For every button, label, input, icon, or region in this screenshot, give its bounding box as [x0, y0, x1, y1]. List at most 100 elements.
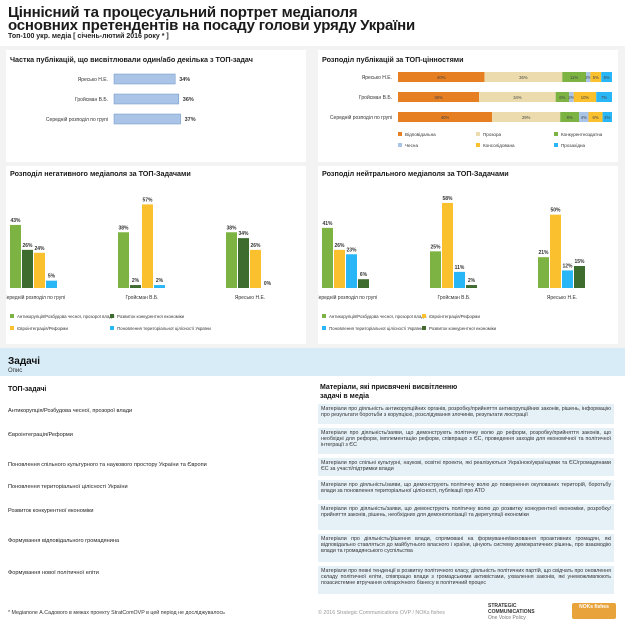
negative-bar: [34, 252, 45, 288]
values-segment-label: 2%: [585, 75, 591, 80]
negative-legend-label: Поновлення територіальної цілісності Укр…: [117, 326, 211, 331]
values-segment-label: 5%: [593, 75, 599, 80]
footer-note: * Медіаполе А.Садового в межах проекту S…: [8, 610, 225, 616]
values-legend-swatch: [398, 132, 402, 136]
neutral-value-label: 26%: [334, 243, 345, 249]
negative-category-label: Середній розподіл по групі: [6, 294, 65, 301]
footer-copyright: © 2016 Strategic Communications OVP / NO…: [318, 610, 445, 616]
negative-value-label: 26%: [250, 243, 261, 249]
tasks-title: Задачі: [8, 356, 41, 367]
share-value-label: 37%: [185, 117, 196, 123]
negative-value-label: 57%: [142, 197, 153, 203]
task-label: Формування нової політичної еліти: [8, 570, 99, 576]
negative-value-label: 26%: [22, 243, 33, 249]
stratcom-logo-text: STRATEGIC COMMUNICATIONS: [488, 603, 535, 615]
values-segment: [398, 92, 480, 102]
negative-value-label: 24%: [34, 246, 45, 252]
negative-value-label: 38%: [118, 225, 129, 231]
share-bar: [113, 93, 180, 105]
task-row: Антикорупція/Розбудова чесної, прозорої …: [0, 404, 625, 426]
neutral-value-label: 15%: [574, 259, 585, 265]
neutral-bar: [358, 279, 369, 288]
values-segment: [562, 72, 587, 82]
neutral-bar: [430, 251, 441, 288]
values-segment-label: 6%: [593, 115, 599, 120]
neutral-legend-label: Антикорупція/Розбудова чесної, прозорої …: [329, 314, 427, 319]
negative-value-label: 5%: [48, 274, 56, 280]
neutral-bar: [442, 202, 453, 288]
values-segment: [596, 92, 612, 102]
values-segment-label: 36%: [519, 75, 528, 80]
values-chart-title: Розподіл публікацій за ТОП-цінностями: [322, 55, 464, 64]
values-segment-label: 4%: [581, 115, 587, 120]
neutral-legend-label: Поновлення територіальної цілісності Укр…: [329, 326, 423, 331]
task-description: Матеріали про певні тенденції в розвитку…: [318, 566, 614, 594]
task-label: Розвиток конкурентної економіки: [8, 508, 94, 514]
share-panel: [6, 50, 306, 162]
values-legend-label: Консолідована: [483, 143, 515, 148]
values-segment: [573, 92, 597, 102]
neutral-value-label: 23%: [346, 247, 357, 253]
task-description: Матеріали про діяльність/рішення влади, …: [318, 534, 614, 562]
negative-legend-swatch: [10, 326, 14, 330]
values-chart: Яресько Н.Е. 40% 36% 11% 2% 5% 5%Гройсман В.Б.…: [330, 72, 612, 148]
values-segment: [590, 72, 602, 82]
task-description: Матеріали про діяльність антикорупційних…: [318, 404, 614, 424]
neutral-legend-label: Розвиток конкурентної економіки: [429, 326, 497, 331]
values-segment-label: 40%: [441, 115, 450, 120]
negative-bar: [10, 224, 21, 288]
task-row: Формування відповідального громадянина Ма…: [0, 534, 625, 564]
values-legend-swatch: [554, 143, 558, 147]
neutral-legend-swatch: [422, 326, 426, 330]
negative-legend-swatch: [110, 314, 114, 318]
values-segment-label: 5%: [604, 75, 610, 80]
task-label: Євроінтеграція/Реформи: [8, 432, 73, 438]
neutral-bar: [334, 249, 345, 288]
neutral-value-label: 11%: [455, 265, 465, 271]
share-bar: [113, 113, 181, 125]
task-description: Матеріали про діяльність/заяви, що демон…: [318, 428, 614, 454]
neutral-category-label: Гройсман В.Б.: [437, 294, 470, 301]
values-segment: [555, 92, 570, 102]
neutral-category-label: Середній розподіл по групі: [318, 294, 377, 301]
task-label: Поновлення територіальної цілісності Укр…: [8, 484, 128, 490]
values-segment: [479, 92, 556, 102]
values-segment: [398, 112, 493, 122]
neutral-value-label: 12%: [562, 263, 573, 269]
neutral-panel: [318, 166, 618, 344]
values-legend-label: Конкурентноздатна: [561, 132, 603, 137]
negative-bar: [250, 249, 261, 288]
neutral-value-label: 21%: [538, 250, 549, 256]
values-segment: [484, 72, 563, 82]
values-segment-label: 40%: [437, 75, 446, 80]
share-category-label: Яресько Н.Е.: [78, 77, 108, 83]
negative-bar: [226, 232, 237, 288]
negative-legend-label: Євроінтеграція/Реформи: [17, 326, 68, 331]
share-chart: Яресько Н.Е. 34% Гройсман В.Б. 36% Середній …: [46, 73, 196, 125]
values-category-label: Яресько Н.Е.: [362, 75, 392, 81]
negative-chart-title: Розподіл негативного медіаполя за ТОП-За…: [10, 169, 191, 178]
tasks-header-band: [0, 348, 625, 376]
values-segment: [569, 92, 574, 102]
neutral-category-label: Яресько Н.Е.: [547, 295, 577, 301]
task-description: Матеріали про спільні культурні, наукові…: [318, 458, 614, 476]
negative-legend-swatch: [110, 326, 114, 330]
values-legend-swatch: [554, 132, 558, 136]
neutral-value-label: 6%: [360, 272, 368, 278]
negative-value-label: 0%: [264, 281, 272, 287]
values-segment-label: 4%: [604, 115, 610, 120]
values-segment-label: 2%: [568, 95, 574, 100]
values-category-label: Середній розподіл по групі: [330, 114, 392, 121]
task-row: Поновлення спільного культурного та наук…: [0, 458, 625, 478]
neutral-legend-swatch: [322, 326, 326, 330]
values-segment: [579, 112, 589, 122]
neutral-bar: [538, 257, 549, 288]
negative-legend-label: Розвиток конкурентної економіки: [117, 314, 185, 319]
neutral-value-label: 41%: [322, 221, 333, 227]
negative-value-label: 38%: [226, 225, 237, 231]
values-segment-label: 29%: [522, 115, 531, 120]
task-row: Євроінтеграція/Реформи Матеріали про діял…: [0, 428, 625, 456]
neutral-bar: [454, 271, 465, 288]
negative-bar: [238, 238, 249, 288]
